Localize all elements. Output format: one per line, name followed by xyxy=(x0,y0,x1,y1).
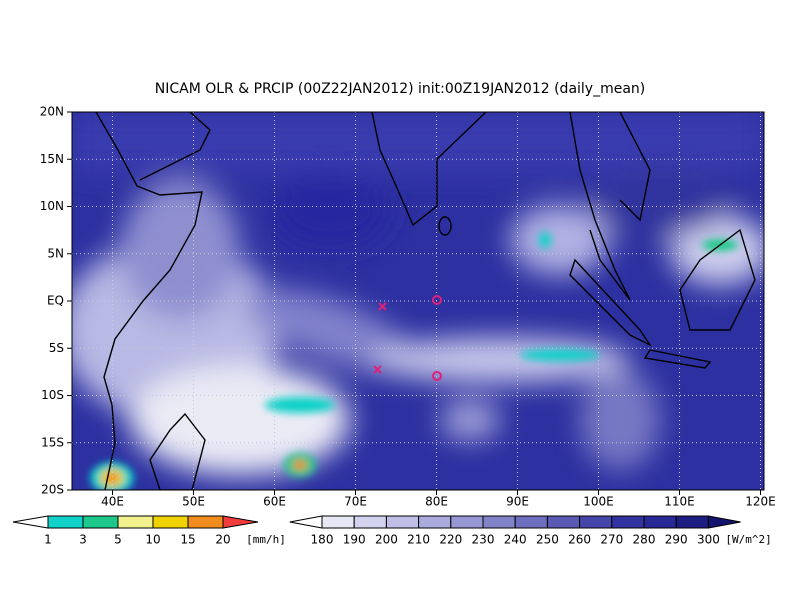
graticule: 20N 15N 10N 5N EQ 5S 10S 15S 20S 40E 50E 60E 70E 80E 9… xyxy=(40,105,776,509)
colorbar-box xyxy=(152,515,189,529)
colorbar-label: 230 xyxy=(472,533,495,547)
colorbar-label: 260 xyxy=(568,533,591,547)
lat-label: 20N xyxy=(40,105,64,119)
markers xyxy=(373,295,442,381)
plot-frame xyxy=(71,111,765,491)
colorbar-label: 5 xyxy=(114,533,122,547)
colorbar-box xyxy=(385,515,420,529)
lon-label: 40E xyxy=(101,495,124,509)
lat-label: 15N xyxy=(40,152,64,166)
colorbar-box xyxy=(321,515,355,529)
colorbar-label: 180 xyxy=(311,533,334,547)
lon-label: 100E xyxy=(583,495,614,509)
colorbar-unit: [mm/h] xyxy=(246,533,286,546)
colorbar-box xyxy=(611,515,645,529)
lon-label: 120E xyxy=(745,495,776,509)
colorbar-box xyxy=(579,515,613,529)
lat-label: 10N xyxy=(40,199,64,213)
colorbar-box xyxy=(117,515,154,529)
lon-label: 90E xyxy=(506,495,529,509)
lat-label: 20S xyxy=(41,483,64,497)
colorbar-box xyxy=(482,515,516,529)
colorbar-label: 250 xyxy=(536,533,559,547)
colorbar-box xyxy=(82,515,119,529)
lon-label: 80E xyxy=(425,495,448,509)
coastlines xyxy=(95,112,756,490)
lon-label: 60E xyxy=(263,495,286,509)
colorbar-label: 10 xyxy=(145,533,160,547)
colorbar-unit: [W/m^2] xyxy=(725,533,771,546)
colorbar-label: 220 xyxy=(439,533,462,547)
colorbar-label: 270 xyxy=(600,533,623,547)
lat-label: 10S xyxy=(41,388,64,402)
lon-label: 70E xyxy=(344,495,367,509)
colorbar-box xyxy=(353,515,387,529)
lat-label: 5N xyxy=(47,246,64,260)
colorbars: 1 3 5 10 15 20 [mm/h] 180 190 200 210 220 230 240 250 2… xyxy=(12,515,772,547)
colorbar-arrow-high xyxy=(707,515,741,529)
colorbar-box xyxy=(675,515,709,529)
lon-label: 50E xyxy=(182,495,205,509)
colorbar-label: 1 xyxy=(44,533,52,547)
colorbar-box xyxy=(643,515,677,529)
colorbar-label: 210 xyxy=(407,533,430,547)
colorbar-label: 200 xyxy=(375,533,398,547)
colorbar-arrow-low xyxy=(12,515,49,529)
colorbar-label: 240 xyxy=(504,533,527,547)
lat-label: 15S xyxy=(41,435,64,449)
colorbar-box xyxy=(450,515,484,529)
colorbar-box xyxy=(514,515,548,529)
map-field xyxy=(72,112,764,490)
colorbar-box xyxy=(418,515,452,529)
lat-label: EQ xyxy=(47,294,64,308)
colorbar-box xyxy=(187,515,224,529)
colorbar-label: 20 xyxy=(215,533,230,547)
colorbar-label: 3 xyxy=(79,533,87,547)
map-title: NICAM OLR & PRCIP (00Z22JAN2012) init:00… xyxy=(155,81,646,97)
colorbar-box xyxy=(47,515,84,529)
colorbar-arrow-high xyxy=(222,515,259,529)
lat-label: 5S xyxy=(49,341,64,355)
colorbar-label: 190 xyxy=(343,533,366,547)
colorbar-box xyxy=(546,515,581,529)
lon-label: 110E xyxy=(664,495,695,509)
colorbar-label: 300 xyxy=(697,533,720,547)
colorbar-label: 15 xyxy=(180,533,195,547)
colorbar-label: 290 xyxy=(665,533,688,547)
colorbar-label: 280 xyxy=(633,533,656,547)
colorbar-arrow-low xyxy=(289,515,323,529)
